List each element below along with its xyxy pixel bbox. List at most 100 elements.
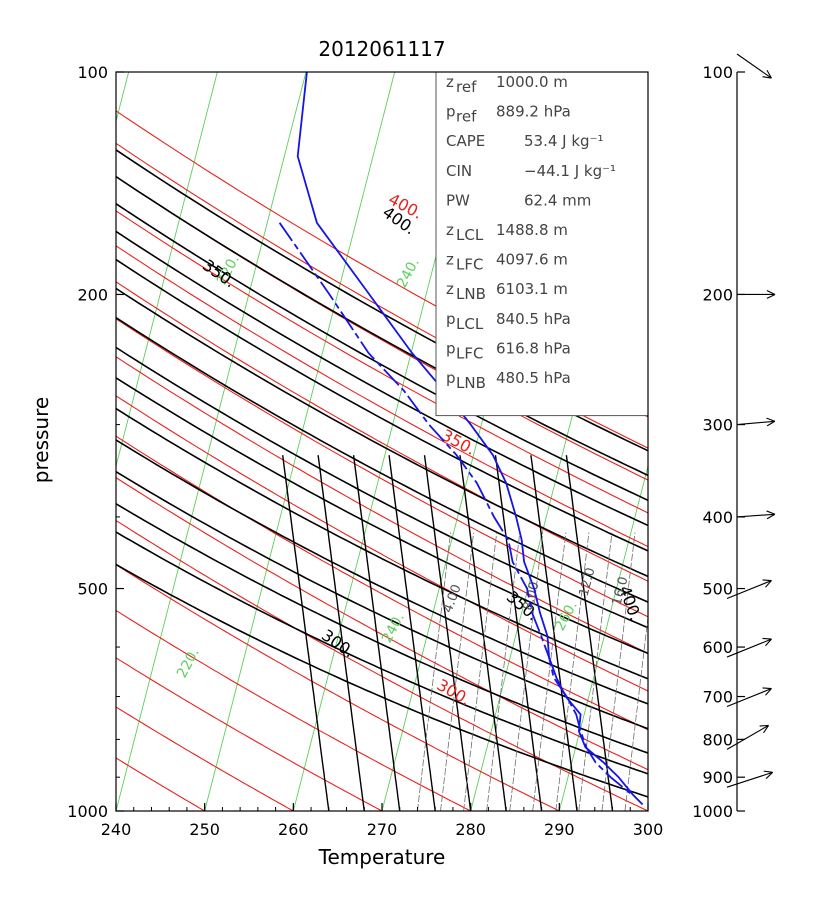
info-value: 1488.8 m <box>496 221 568 239</box>
moist-adiabat-line <box>116 407 648 680</box>
wind-arrow <box>726 724 769 750</box>
moist-adiabat-line <box>116 563 648 798</box>
wind-profile: 100 200 300 400 500 600 700 800 900 1000 <box>692 53 776 821</box>
wind-arrowhead <box>766 290 776 295</box>
dry-adiabat-line <box>116 245 648 548</box>
moist-adiabat-line <box>116 258 648 552</box>
wind-level-label: 800 <box>702 730 733 749</box>
mixing-ratio-line <box>417 532 451 811</box>
y-tick-label: 100 <box>77 63 108 82</box>
x-tick-label: 240 <box>101 820 132 839</box>
info-value: 4097.6 m <box>496 251 568 269</box>
wind-arrowhead <box>763 770 773 773</box>
info-subscript: LCL <box>456 226 484 244</box>
saturation-curve-line <box>282 455 330 811</box>
sounding-profile <box>278 72 644 806</box>
saturation-curve-line <box>352 455 401 811</box>
moist-adiabat-line <box>116 502 648 754</box>
mixing-ratio-line <box>440 532 474 811</box>
wind-level-label: 900 <box>702 768 733 787</box>
dry-adiabat-line <box>116 519 648 811</box>
saturation-curve-line <box>388 455 436 811</box>
moist-adiabat-line <box>116 470 648 730</box>
info-symbol: z <box>446 280 454 298</box>
wind-arrow <box>726 688 772 708</box>
y-tick-label: 1000 <box>67 802 108 821</box>
wind-arrowhead <box>766 293 776 299</box>
wind-arrow <box>726 771 773 788</box>
info-value: 53.4 J kg⁻¹ <box>524 132 604 150</box>
info-value: 616.8 hPa <box>496 339 571 357</box>
mixing-ratio-label: 12.0 <box>577 566 599 598</box>
x-tick-label: 260 <box>278 820 309 839</box>
wind-arrow <box>726 638 772 658</box>
x-tick-label: 280 <box>455 820 486 839</box>
wind-arrowhead <box>765 638 772 647</box>
moist-adiabat-line <box>116 346 648 629</box>
moist-adiabat-line <box>116 439 648 705</box>
wind-arrow <box>736 513 775 518</box>
info-symbol: z <box>446 221 454 239</box>
info-symbol: p <box>446 103 456 121</box>
wind-level-label: 300 <box>702 416 733 435</box>
wind-level-label: 200 <box>702 285 733 304</box>
info-subscript: LCL <box>456 315 484 333</box>
info-value: 62.4 mm <box>524 191 591 209</box>
saturation-curve-line <box>494 455 543 811</box>
wind-level-label: 400 <box>702 508 733 527</box>
info-subscript: LNB <box>456 285 486 303</box>
isotherm-line <box>116 72 130 124</box>
dry-adiabat-line <box>116 281 648 582</box>
info-value: 480.5 hPa <box>496 369 571 387</box>
wind-arrowhead <box>765 771 774 779</box>
y-axis-label: pressure <box>29 397 53 483</box>
wind-level-label: 100 <box>702 63 733 82</box>
mixing-ratio-line <box>509 532 544 811</box>
chart-title: 2012061117 <box>318 37 445 61</box>
x-axis-label: Temperature <box>318 845 446 869</box>
wind-arrow <box>736 53 772 79</box>
dry-adiabat-line <box>116 435 648 731</box>
info-symbol: CIN <box>446 162 472 180</box>
dry-adiabat-line <box>116 657 383 811</box>
saturation-curve-line <box>317 455 365 811</box>
moist-adiabat-line <box>116 376 648 655</box>
wind-arrowhead <box>765 688 772 696</box>
wind-arrowhead <box>765 580 772 588</box>
wind-arrow <box>726 580 772 600</box>
x-tick-label: 270 <box>367 820 398 839</box>
info-symbol: z <box>446 251 454 269</box>
mixing-ratio-line <box>532 532 567 811</box>
dry-adiabat-line <box>116 395 648 692</box>
wind-arrowhead <box>762 637 772 640</box>
info-value: 889.2 hPa <box>496 103 571 121</box>
wind-arrowhead <box>762 76 772 79</box>
wind-arrowhead <box>766 417 776 422</box>
wind-arrowhead <box>766 69 772 79</box>
wind-level-label: 1000 <box>692 802 733 821</box>
saturation-curve-line <box>423 455 472 811</box>
info-subscript: ref <box>456 108 477 126</box>
moist-adiabat-line <box>116 230 648 527</box>
wind-level-label: 700 <box>702 688 733 707</box>
isotherm-line <box>558 464 648 811</box>
dry-adiabat-line <box>116 176 648 481</box>
y-tick-label: 500 <box>77 580 108 599</box>
wind-arrowhead <box>759 724 769 727</box>
dry-adiabat-line <box>116 564 560 811</box>
wind-arrowhead <box>762 579 772 582</box>
mixing-ratio-label: 16.0 <box>610 575 632 607</box>
info-value: 840.5 hPa <box>496 310 571 328</box>
wind-arrowhead <box>762 687 772 690</box>
wind-arrow <box>736 420 775 426</box>
info-subscript: LFC <box>456 256 483 274</box>
dry-adiabat-line <box>116 757 205 811</box>
y-tick-label: 200 <box>77 285 108 304</box>
info-symbol: p <box>446 339 456 357</box>
wind-level-label: 500 <box>702 580 733 599</box>
axes: 240 250 260 270 280 290 300 100 200 500 1000 <box>67 63 663 839</box>
info-symbol: PW <box>446 191 470 209</box>
